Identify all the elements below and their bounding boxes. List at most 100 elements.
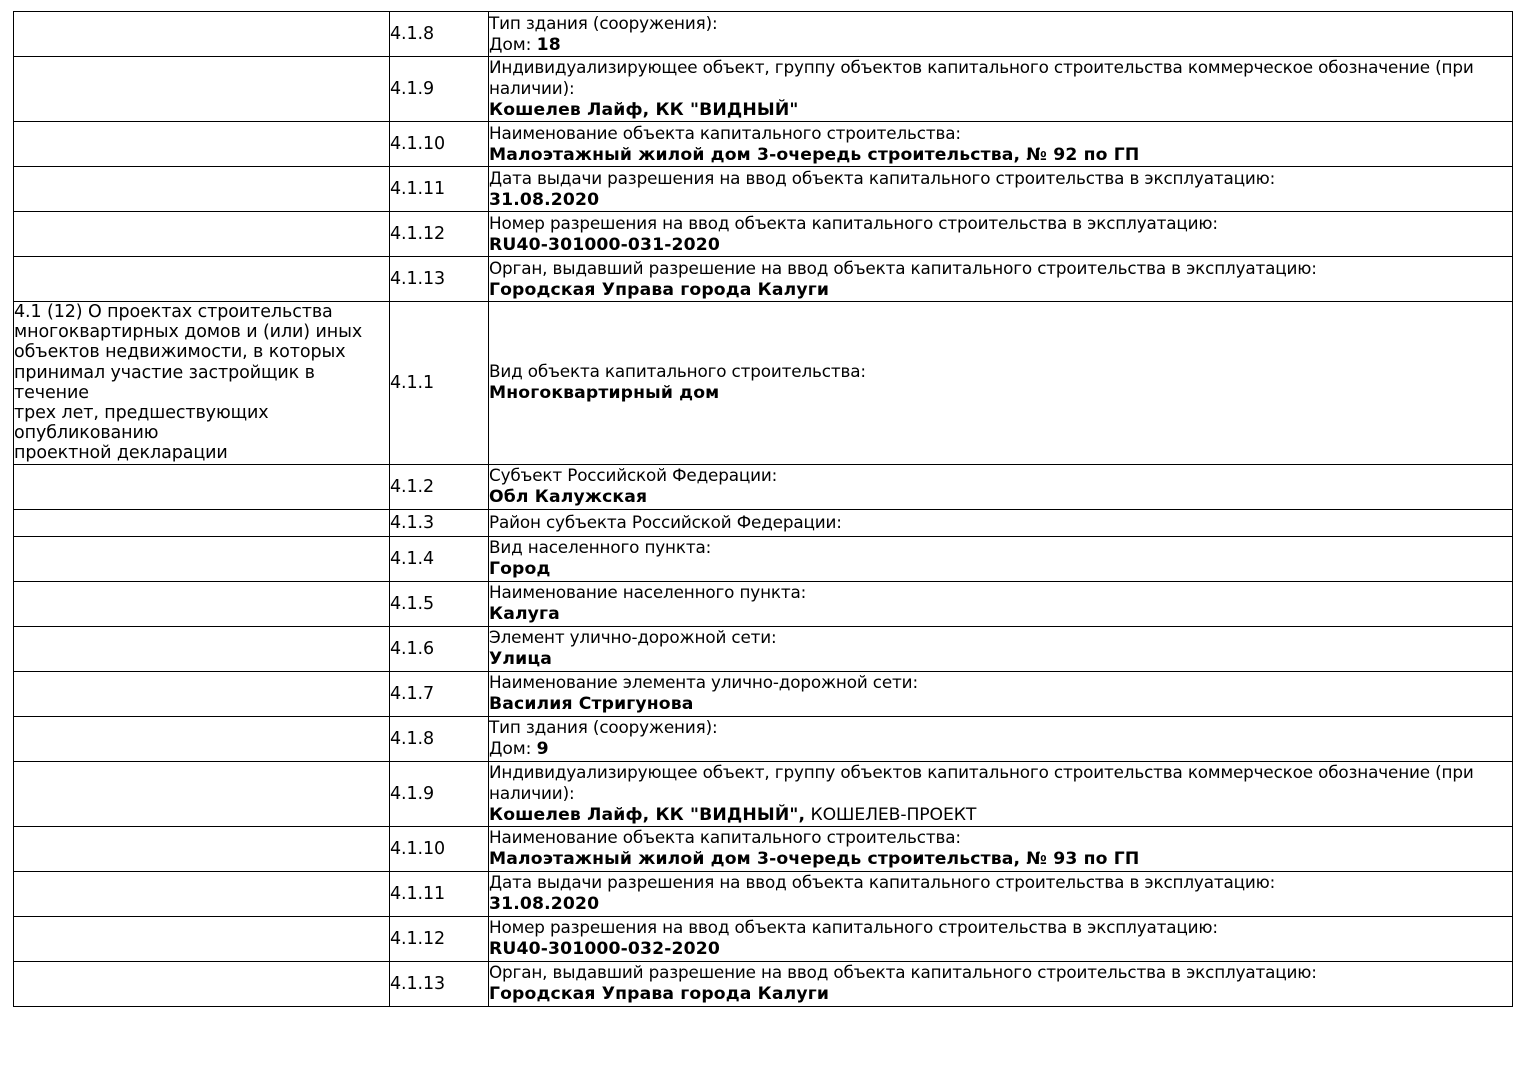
- field-value-main: RU40-301000-032-2020: [489, 939, 720, 960]
- content-cell: Наименование элемента улично-дорожной се…: [488, 670, 1513, 717]
- content-cell: Орган, выдавший разрешение на ввод объек…: [488, 256, 1513, 302]
- field-label: Орган, выдавший разрешение на ввод объек…: [489, 257, 1317, 278]
- content-cell: Наименование объекта капитального строит…: [488, 825, 1513, 872]
- field-label: Номер разрешения на ввод объекта капитал…: [489, 212, 1218, 233]
- table-row: 4.1.8 Тип здания (сооружения): Дом: 9: [13, 715, 1513, 762]
- field-label: Дата выдачи разрешения на ввод объекта к…: [489, 872, 1276, 893]
- table-row: 4.1.6 Элемент улично-дорожной сети: Улиц…: [13, 625, 1513, 672]
- table-row: 4.1.11 Дата выдачи разрешения на ввод об…: [13, 166, 1513, 212]
- field-label: Индивидуализирующее объект, группу объек…: [489, 761, 1474, 803]
- section-cell-empty: [13, 256, 390, 302]
- field-label: Район субъекта Российской Федерации:: [489, 512, 842, 533]
- section-cell-empty: [13, 625, 390, 672]
- content-cell: Субъект Российской Федерации: Обл Калужс…: [488, 463, 1513, 510]
- code-label: 4.1.7: [390, 683, 435, 704]
- code-label: 4.1.2: [390, 476, 435, 497]
- content-cell: Номер разрешения на ввод объекта капитал…: [488, 915, 1513, 962]
- field-value-main: 31.08.2020: [489, 189, 600, 210]
- field-value-main: Обл Калужская: [489, 487, 648, 508]
- table-row-section-start: 4.1 (12) О проектах строительства многок…: [13, 301, 1513, 465]
- code-cell: 4.1.13: [389, 256, 489, 302]
- field-value-main: Кошелев Лайф, КК "ВИДНЫЙ",: [489, 804, 806, 825]
- code-label: 4.1.9: [390, 783, 435, 804]
- table-row: 4.1.12 Номер разрешения на ввод объекта …: [13, 915, 1513, 962]
- table-row: 4.1.13 Орган, выдавший разрешение на вво…: [13, 960, 1513, 1007]
- content-cell: Дата выдачи разрешения на ввод объекта к…: [488, 166, 1513, 212]
- field-value-main: 31.08.2020: [489, 894, 600, 915]
- field-value: Улица: [489, 648, 1512, 670]
- field-value: Василия Стригунова: [489, 693, 1512, 715]
- code-label: 4.1.5: [390, 593, 435, 614]
- table-row: 4.1.4 Вид населенного пункта: Город: [13, 535, 1513, 582]
- content-cell: Вид объекта капитального строительства: …: [488, 301, 1513, 465]
- code-label: 4.1.4: [390, 548, 435, 569]
- table-row: 4.1.9 Индивидуализирующее объект, группу…: [13, 56, 1513, 122]
- code-cell: 4.1.13: [389, 960, 489, 1007]
- field-value: Малоэтажный жилой дом 3-очередь строител…: [489, 848, 1512, 870]
- section-cell-empty: [13, 166, 390, 212]
- field-value-main: Василия Стригунова: [489, 694, 694, 715]
- field-value-lead: Дом:: [489, 34, 537, 55]
- content-cell: Элемент улично-дорожной сети: Улица: [488, 625, 1513, 672]
- code-label: 4.1.12: [390, 224, 446, 244]
- field-value: RU40-301000-031-2020: [489, 234, 1512, 256]
- field-label: Наименование населенного пункта:: [489, 582, 807, 603]
- table-row: 4.1.10 Наименование объекта капитального…: [13, 121, 1513, 167]
- content-cell: Наименование населенного пункта: Калуга: [488, 580, 1513, 627]
- section-cell-empty: [13, 670, 390, 717]
- code-cell: 4.1.12: [389, 211, 489, 257]
- section-cell-empty: [13, 580, 390, 627]
- section-cell-empty: [13, 760, 390, 827]
- content-cell: Тип здания (сооружения): Дом: 9: [488, 715, 1513, 762]
- code-label: 4.1.10: [390, 134, 446, 154]
- field-value-lead: Дом:: [489, 739, 537, 760]
- code-label: 4.1.13: [390, 973, 446, 994]
- field-value-main: Многоквартирный дом: [489, 383, 720, 404]
- code-label: 4.1.13: [390, 269, 446, 289]
- field-value-main: Малоэтажный жилой дом 3-очередь строител…: [489, 144, 1140, 165]
- field-value: Многоквартирный дом: [489, 382, 1512, 404]
- code-label: 4.1.10: [390, 838, 446, 859]
- code-cell: 4.1.11: [389, 870, 489, 917]
- field-label: Тип здания (сооружения):: [489, 717, 718, 738]
- table-row: 4.1.5 Наименование населенного пункта: К…: [13, 580, 1513, 627]
- section-cell-empty: [13, 463, 390, 510]
- table-row: 4.1.8 Тип здания (сооружения): Дом: 18: [13, 11, 1513, 57]
- field-value: 31.08.2020: [489, 189, 1512, 211]
- field-value-main: 9: [536, 739, 549, 760]
- field-label: Субъект Российской Федерации:: [489, 465, 778, 486]
- content-cell: Орган, выдавший разрешение на ввод объек…: [488, 960, 1513, 1007]
- section-cell-empty: [13, 121, 390, 167]
- content-cell: Дата выдачи разрешения на ввод объекта к…: [488, 870, 1513, 917]
- content-cell: Район субъекта Российской Федерации:: [488, 508, 1513, 537]
- field-label: Наименование объекта капитального строит…: [489, 827, 961, 848]
- field-value: Город: [489, 558, 1512, 580]
- field-value: Малоэтажный жилой дом 3-очередь строител…: [489, 144, 1512, 166]
- code-label: 4.1.12: [390, 928, 446, 949]
- field-value-main: Город: [489, 559, 551, 580]
- field-value: Обл Калужская: [489, 486, 1512, 508]
- field-value-main: Городская Управа города Калуги: [489, 984, 830, 1005]
- code-label: 4.1.11: [390, 883, 446, 904]
- section-cell-empty: [13, 715, 390, 762]
- code-cell: 4.1.1: [389, 301, 489, 465]
- code-cell: 4.1.12: [389, 915, 489, 962]
- code-label: 4.1.9: [390, 79, 435, 99]
- code-cell: 4.1.9: [389, 760, 489, 827]
- field-value: 31.08.2020: [489, 893, 1512, 915]
- table-row: 4.1.11 Дата выдачи разрешения на ввод об…: [13, 870, 1513, 917]
- field-value-main: 18: [536, 34, 561, 55]
- section-cell-empty: [13, 870, 390, 917]
- section-cell-empty: [13, 56, 390, 122]
- code-label: 4.1.6: [390, 638, 435, 659]
- section-cell-empty: [13, 211, 390, 257]
- field-label: Номер разрешения на ввод объекта капитал…: [489, 917, 1218, 938]
- code-cell: 4.1.10: [389, 825, 489, 872]
- field-value: Дом: 18: [489, 34, 1512, 56]
- field-value-main: Кошелев Лайф, КК "ВИДНЫЙ": [489, 100, 799, 120]
- field-value: Дом: 9: [489, 738, 1512, 760]
- section-cell-empty: [13, 915, 390, 962]
- field-label: Элемент улично-дорожной сети:: [489, 627, 777, 648]
- field-label: Орган, выдавший разрешение на ввод объек…: [489, 962, 1317, 983]
